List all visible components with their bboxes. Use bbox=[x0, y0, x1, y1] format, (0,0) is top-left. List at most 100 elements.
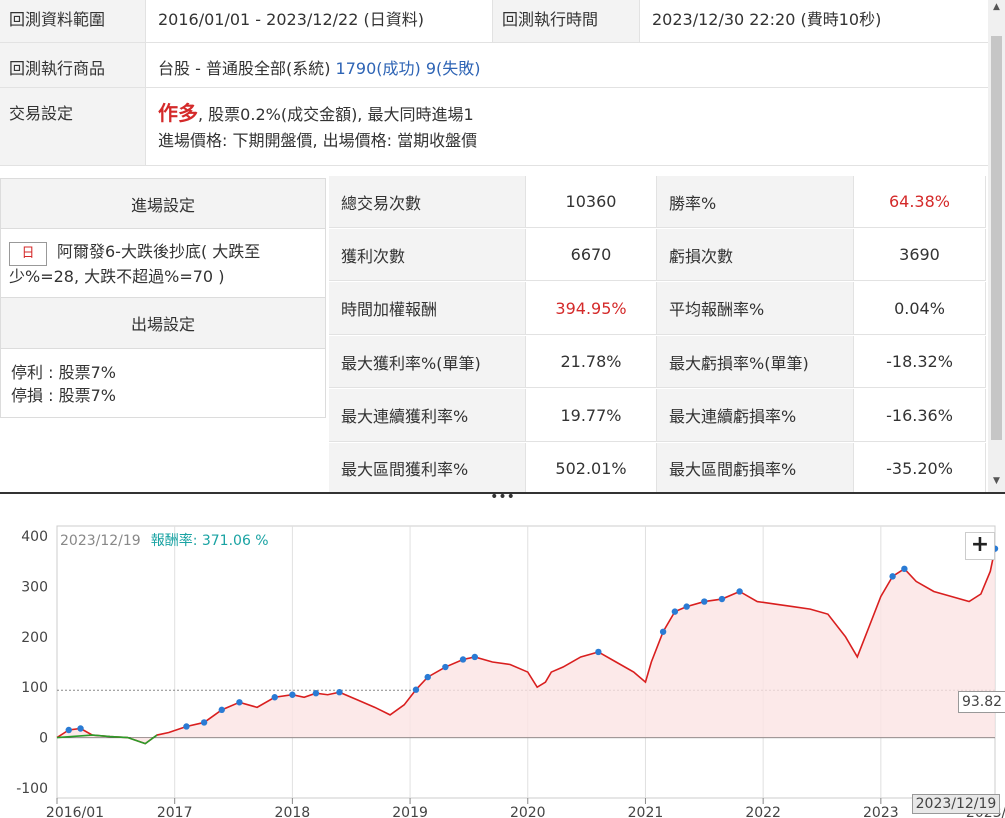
new-high-marker bbox=[218, 706, 225, 714]
x-tick-label: 2018 bbox=[275, 805, 311, 818]
new-high-marker bbox=[901, 565, 908, 573]
trade-direction: 作多 bbox=[158, 101, 198, 125]
y-tick-label: -100 bbox=[16, 781, 48, 797]
trade-row: 交易設定 作多, 股票0.2%(成交金額), 最大同時進場1 進場價格: 下期開… bbox=[0, 88, 988, 166]
y-tick-label: 400 bbox=[21, 529, 48, 545]
stat-value: 19.77% bbox=[526, 389, 657, 442]
new-high-marker bbox=[236, 699, 243, 706]
stat-value: 0.04% bbox=[854, 282, 986, 335]
new-high-marker bbox=[701, 598, 708, 605]
trade-prices: 進場價格: 下期開盤價, 出場價格: 當期收盤價 bbox=[158, 131, 478, 150]
stat-value: 394.95% bbox=[526, 282, 657, 335]
new-high-marker bbox=[77, 725, 84, 732]
new-high-marker bbox=[412, 686, 420, 693]
scroll-thumb[interactable] bbox=[991, 36, 1002, 440]
stat-label: 最大連續獲利率% bbox=[329, 389, 526, 442]
new-high-marker bbox=[459, 656, 467, 663]
new-high-marker bbox=[442, 663, 449, 671]
equity-area bbox=[57, 548, 995, 744]
drawdown-segment bbox=[56, 734, 158, 745]
product-row: 回測執行商品 台股 - 普通股全部(系統) 1790(成功) 9(失敗) bbox=[0, 43, 988, 88]
range-value: 2016/01/01 - 2023/12/22 (日資料) bbox=[158, 10, 424, 29]
stop-loss-text: 停損 : 股票7% bbox=[11, 386, 116, 405]
new-high-marker bbox=[671, 608, 679, 615]
stat-label: 最大區間虧損率% bbox=[657, 443, 854, 494]
entry-condition-wrap: 日阿爾發6-大跌後抄底( 大跌至少%=28, 大跌不超過%=70 ) bbox=[9, 241, 309, 288]
vertical-scrollbar[interactable]: ▲ ▼ bbox=[988, 0, 1005, 492]
new-high-marker bbox=[718, 595, 726, 603]
last-date-label: 2023/12/19 bbox=[912, 794, 1000, 814]
zoom-plus-button[interactable]: + bbox=[965, 532, 995, 560]
stat-label: 勝率% bbox=[657, 176, 854, 228]
y-tick-label: 300 bbox=[21, 579, 48, 595]
new-high-marker bbox=[289, 691, 296, 698]
trade-fee: , 股票0.2%(成交金額), 最大同時進場1 bbox=[198, 105, 474, 124]
stat-label: 虧損次數 bbox=[657, 229, 854, 281]
chart-return: 報酬率: 371.06 % bbox=[150, 533, 269, 549]
trade-label: 交易設定 bbox=[0, 88, 146, 165]
range-row: 回測資料範圍 2016/01/01 - 2023/12/22 (日資料) 回測執… bbox=[0, 0, 988, 43]
stat-label: 時間加權報酬 bbox=[329, 282, 526, 335]
product-value: 台股 - 普通股全部(系統) bbox=[158, 59, 331, 78]
y-tick-label: 0 bbox=[39, 731, 48, 747]
scroll-down-icon[interactable]: ▼ bbox=[993, 476, 1000, 486]
y-tick-label: 200 bbox=[21, 630, 48, 646]
reference-value-label: 93.82 bbox=[958, 691, 1005, 713]
success-count-link[interactable]: 1790(成功) bbox=[335, 59, 421, 78]
new-high-marker bbox=[595, 648, 602, 656]
stat-value: 21.78% bbox=[526, 336, 657, 388]
stat-value: 6670 bbox=[526, 229, 657, 281]
fail-count-link[interactable]: 9(失敗) bbox=[425, 59, 481, 78]
scroll-up-icon[interactable]: ▲ bbox=[993, 2, 1000, 12]
stat-value: 64.38% bbox=[854, 176, 986, 228]
take-profit-text: 停利 : 股票7% bbox=[11, 363, 116, 382]
stat-label: 平均報酬率% bbox=[657, 282, 854, 335]
x-tick-label: 2021 bbox=[628, 805, 664, 818]
exit-conditions: 停利 : 股票7% 停損 : 股票7% bbox=[11, 361, 116, 407]
x-tick-label: 2023 bbox=[863, 805, 899, 818]
new-high-marker bbox=[683, 603, 690, 610]
product-label: 回測執行商品 bbox=[0, 43, 146, 87]
settings-panel: 進場設定 日阿爾發6-大跌後抄底( 大跌至少%=28, 大跌不超過%=70 ) … bbox=[0, 178, 326, 418]
panel-splitter[interactable]: ••• bbox=[0, 490, 1005, 504]
chart-header: 2023/12/19 報酬率: 371.06 % bbox=[60, 530, 269, 550]
stats-table: 總交易次數 10360 勝率% 64.38% 獲利次數 6670 虧損次數 3690 時間加權報… bbox=[329, 176, 986, 494]
backtest-summary: 回測資料範圍 2016/01/01 - 2023/12/22 (日資料) 回測執… bbox=[0, 0, 988, 166]
range-label: 回測資料範圍 bbox=[0, 0, 146, 42]
new-high-marker bbox=[271, 694, 278, 701]
entry-condition: 阿爾發6-大跌後抄底( 大跌至少%=28, 大跌不超過%=70 ) bbox=[9, 242, 261, 286]
x-tick-label: 2016/01 bbox=[46, 805, 104, 818]
new-high-marker bbox=[65, 726, 72, 734]
new-high-marker bbox=[336, 689, 343, 696]
frequency-tag: 日 bbox=[9, 242, 47, 266]
new-high-marker bbox=[889, 573, 896, 580]
new-high-marker bbox=[312, 690, 320, 697]
stat-label: 最大虧損率%(單筆) bbox=[657, 336, 854, 388]
stat-label: 最大區間獲利率% bbox=[329, 443, 526, 494]
stat-value: -16.36% bbox=[854, 389, 986, 442]
new-high-marker bbox=[659, 628, 667, 635]
product-value-wrap: 台股 - 普通股全部(系統) 1790(成功) 9(失敗) bbox=[146, 43, 493, 85]
new-high-marker bbox=[471, 653, 479, 661]
new-high-marker bbox=[200, 719, 208, 726]
y-tick-label: 100 bbox=[21, 680, 48, 696]
equity-chart: 400 300 200 100 0 -100 2016/01 2017 2018 2019 2020… bbox=[16, 525, 1005, 818]
equity-line bbox=[56, 548, 996, 745]
trade-value: 作多, 股票0.2%(成交金額), 最大同時進場1 進場價格: 下期開盤價, 出… bbox=[146, 88, 489, 160]
stat-value: -35.20% bbox=[854, 443, 986, 494]
stat-value: 3690 bbox=[854, 229, 986, 281]
stat-label: 最大獲利率%(單筆) bbox=[329, 336, 526, 388]
stat-value: 10360 bbox=[526, 176, 657, 228]
x-tick-label: 2019 bbox=[392, 805, 428, 818]
x-tick-label: 2020 bbox=[510, 805, 546, 818]
exec-time-label: 回測執行時間 bbox=[492, 0, 640, 42]
stat-value: -18.32% bbox=[854, 336, 986, 388]
new-high-marker bbox=[183, 723, 190, 730]
new-high-marker bbox=[424, 673, 431, 681]
new-high-marker bbox=[736, 588, 743, 595]
exit-header: 出場設定 bbox=[1, 297, 325, 349]
stat-value: 502.01% bbox=[526, 443, 657, 494]
x-tick-label: 2017 bbox=[157, 805, 193, 818]
x-tick-label: 2022 bbox=[745, 805, 781, 818]
entry-header: 進場設定 bbox=[1, 179, 325, 229]
